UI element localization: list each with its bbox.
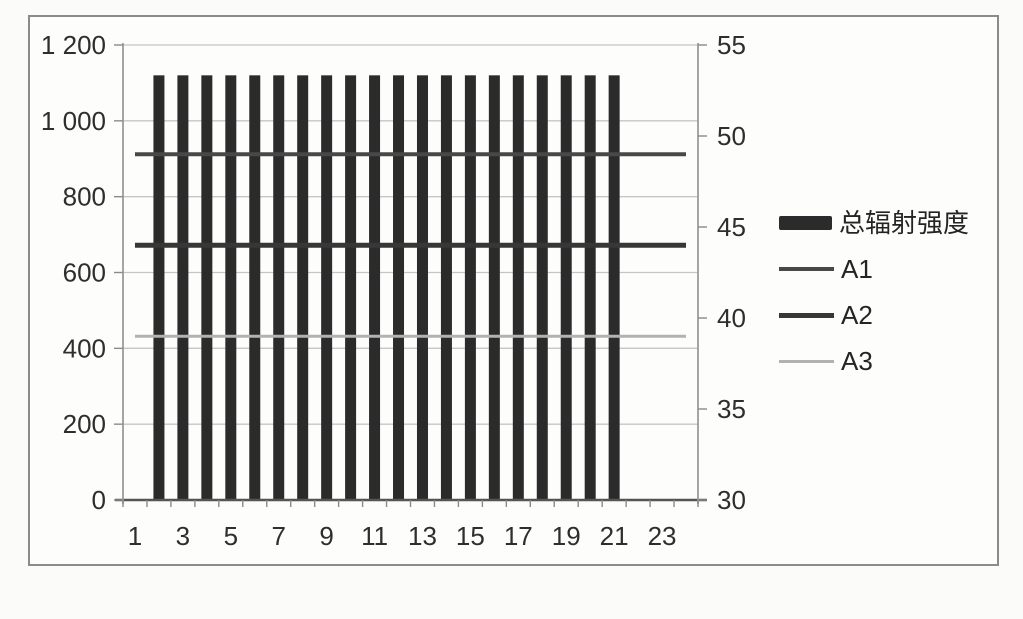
- y-axis-right-tick-label: 35: [717, 394, 746, 424]
- x-axis-tick-label: 3: [176, 521, 190, 551]
- legend-label: 总辐射强度: [839, 208, 970, 238]
- bar: [416, 75, 428, 500]
- bar: [512, 75, 524, 500]
- legend-line-swatch-icon: [779, 267, 834, 271]
- legend-item: A1: [779, 253, 994, 285]
- bar: [297, 75, 309, 500]
- x-axis-tick-label: 9: [319, 521, 333, 551]
- x-axis-tick-label: 15: [456, 521, 485, 551]
- bar: [584, 75, 596, 500]
- y-axis-right-tick-label: 40: [717, 303, 746, 333]
- axes-group: [114, 43, 707, 507]
- legend: 总辐射强度 A1 A2 A3: [779, 207, 994, 391]
- legend-item: 总辐射强度: [779, 207, 994, 239]
- legend-bar-swatch-icon: [779, 216, 832, 230]
- legend-item: A2: [779, 299, 994, 331]
- bar: [560, 75, 572, 500]
- y-axis-right-tick-label: 45: [717, 212, 746, 242]
- y-axis-left-tick-label: 1 000: [41, 106, 106, 136]
- x-axis-tick-label: 23: [648, 521, 677, 551]
- bar: [440, 75, 452, 500]
- y-axis-left-tick-label: 0: [92, 485, 106, 515]
- bar: [201, 75, 213, 500]
- bar: [177, 75, 189, 500]
- bar: [536, 75, 548, 500]
- bar: [225, 75, 237, 500]
- line-series-group: [134, 152, 687, 338]
- bar: [249, 75, 261, 500]
- x-axis-tick-label: 17: [504, 521, 533, 551]
- x-axis-tick-label: 13: [408, 521, 437, 551]
- x-axis-tick-label: 1: [128, 521, 142, 551]
- x-axis-tick-label: 11: [361, 521, 388, 551]
- bar: [345, 75, 357, 500]
- bar: [393, 75, 405, 500]
- legend-line-swatch-icon: [779, 359, 834, 363]
- legend-label: A3: [841, 346, 873, 376]
- bar: [273, 75, 285, 500]
- x-axis-tick-label: 21: [600, 521, 629, 551]
- x-axis-tick-label: 7: [271, 521, 285, 551]
- y-axis-left-tick-label: 1 200: [41, 30, 106, 60]
- bar: [369, 75, 381, 500]
- bar: [464, 75, 476, 500]
- legend-label: A1: [841, 254, 873, 284]
- x-axis-tick-label: 19: [552, 521, 581, 551]
- y-axis-left-tick-label: 800: [63, 182, 106, 212]
- bar: [488, 75, 500, 500]
- bars-group: [153, 75, 620, 500]
- legend-item: A3: [779, 345, 994, 377]
- bar: [153, 75, 165, 500]
- y-axis-right-tick-label: 30: [717, 485, 746, 515]
- y-axis-left-tick-label: 600: [63, 258, 106, 288]
- y-axis-left-tick-label: 200: [63, 409, 106, 439]
- y-axis-left-tick-label: 400: [63, 333, 106, 363]
- bar: [321, 75, 333, 500]
- y-axis-right-tick-label: 50: [717, 121, 746, 151]
- bar: [608, 75, 620, 500]
- legend-line-swatch-icon: [779, 312, 834, 318]
- y-axis-right-tick-label: 55: [717, 30, 746, 60]
- x-axis-tick-label: 5: [224, 521, 238, 551]
- legend-label: A2: [841, 300, 873, 330]
- gridlines-group: [123, 44, 698, 425]
